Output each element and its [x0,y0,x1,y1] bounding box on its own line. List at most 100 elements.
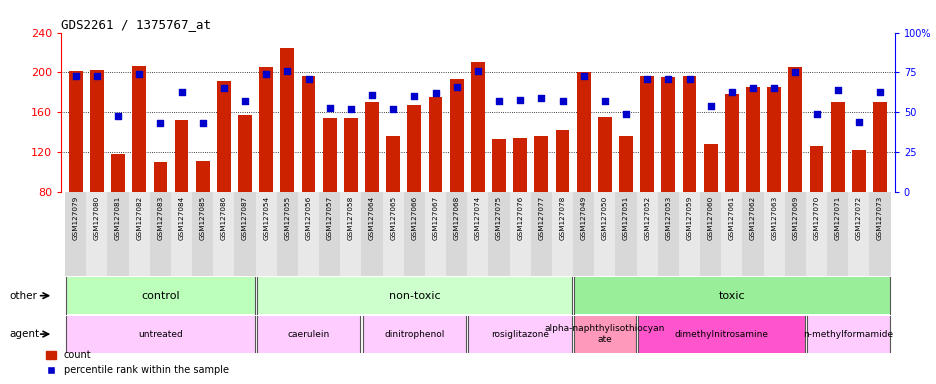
Bar [361,192,382,276]
Point [195,121,210,127]
Bar [573,192,593,276]
Bar [238,115,252,192]
Bar [699,192,721,276]
Point [153,121,168,127]
Text: GSM127068: GSM127068 [453,196,460,240]
Point [618,111,633,117]
Text: GSM127063: GSM127063 [770,196,776,240]
Point [238,98,253,104]
Bar [577,73,590,192]
Point [851,119,866,125]
Bar [276,192,298,276]
Text: caerulein: caerulein [287,329,329,339]
Bar [851,150,865,192]
Bar [555,130,569,192]
Point [406,93,421,99]
Bar [721,192,741,276]
Text: GSM127069: GSM127069 [792,196,797,240]
Bar [703,144,717,192]
Bar [298,192,319,276]
Bar [869,192,889,276]
Text: GSM127054: GSM127054 [263,196,269,240]
Text: GSM127078: GSM127078 [559,196,565,240]
Text: GSM127052: GSM127052 [644,196,650,240]
Point [448,84,463,90]
Bar [593,192,615,276]
Bar [256,277,572,314]
Text: GSM127074: GSM127074 [475,196,480,240]
Text: GSM127087: GSM127087 [241,196,248,240]
Point [534,95,548,101]
Text: non-toxic: non-toxic [388,291,440,301]
Text: GSM127057: GSM127057 [327,196,332,240]
Text: control: control [141,291,180,301]
Point [174,89,189,95]
Text: GSM127080: GSM127080 [94,196,100,240]
Bar [597,117,611,192]
Bar [787,68,801,192]
Text: GSM127064: GSM127064 [369,196,374,240]
Bar [234,192,256,276]
Bar [637,316,804,353]
Bar [745,88,759,192]
Point [491,98,506,104]
Bar [767,88,781,192]
Bar [66,192,86,276]
Text: GSM127050: GSM127050 [601,196,607,240]
Text: GSM127061: GSM127061 [728,196,734,240]
Bar [256,316,360,353]
Text: GSM127058: GSM127058 [347,196,354,240]
Bar [872,103,886,192]
Point [216,85,231,91]
Bar [382,192,403,276]
Bar [111,154,124,192]
Text: toxic: toxic [718,291,744,301]
Text: GSM127062: GSM127062 [749,196,755,240]
Text: rosiglitazone: rosiglitazone [490,329,548,339]
Point [766,85,781,91]
Bar [90,71,104,192]
Bar [449,79,463,192]
Bar [509,192,530,276]
Bar [741,192,763,276]
Text: agent: agent [9,329,39,339]
Bar [301,76,315,192]
Text: n-methylformamide: n-methylformamide [802,329,892,339]
Text: GSM127053: GSM127053 [665,196,671,240]
Point [470,68,485,74]
Bar [280,48,294,192]
Bar [468,316,572,353]
Bar [319,192,340,276]
Point [343,106,358,112]
Point [554,98,569,104]
Bar [170,192,192,276]
Text: dinitrophenol: dinitrophenol [384,329,444,339]
Point [724,89,739,95]
Bar [403,192,425,276]
Bar [724,94,738,192]
Bar [128,192,150,276]
Bar [488,192,509,276]
Bar [323,118,336,192]
Text: GSM127071: GSM127071 [834,196,840,240]
Text: GSM127077: GSM127077 [538,196,544,240]
Point [745,85,760,91]
Point [681,76,696,82]
Text: other: other [9,291,37,301]
Bar [132,66,146,192]
Point [364,92,379,98]
Bar [386,136,400,192]
Point [787,70,802,76]
Point [829,87,844,93]
Point [110,113,125,119]
Point [639,76,654,82]
Bar [446,192,467,276]
Bar [679,192,699,276]
Text: GSM127072: GSM127072 [855,196,861,240]
Bar [513,138,527,192]
Text: GSM127067: GSM127067 [432,196,438,240]
Text: GSM127073: GSM127073 [876,196,882,240]
Bar [340,192,361,276]
Bar [217,81,230,192]
Text: GDS2261 / 1375767_at: GDS2261 / 1375767_at [61,18,211,31]
